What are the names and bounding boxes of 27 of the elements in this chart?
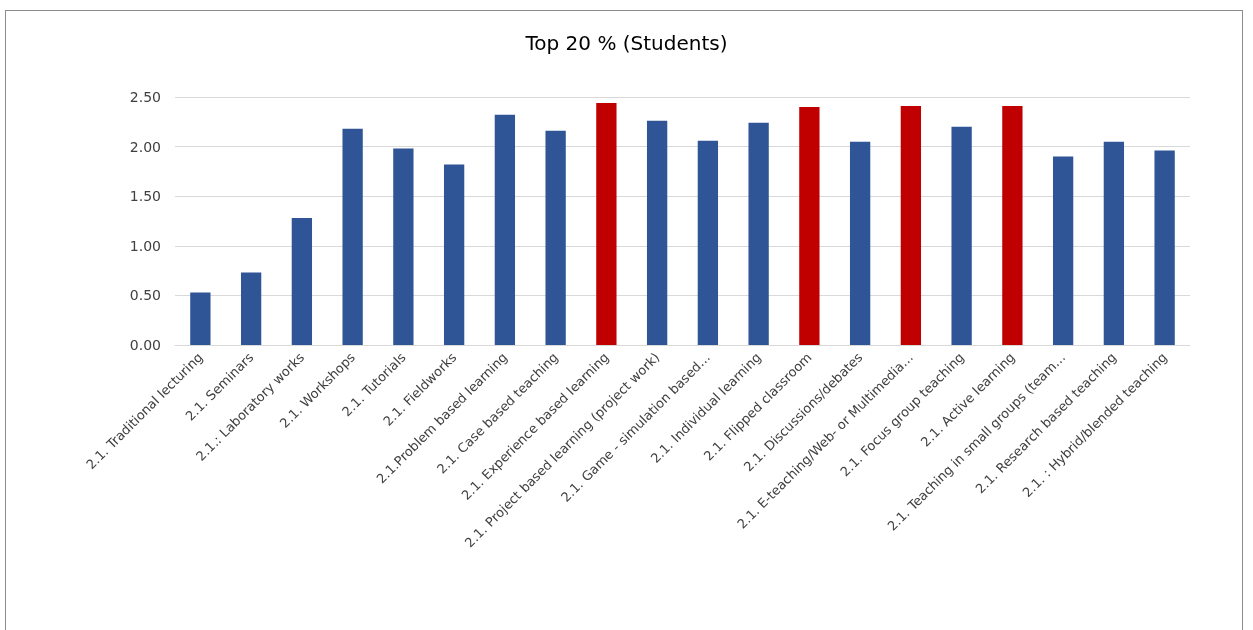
bar	[646, 120, 668, 345]
bar	[545, 130, 566, 345]
bar	[443, 164, 465, 345]
bar	[900, 105, 922, 345]
y-tick-label: 2.50	[129, 89, 161, 105]
y-tick-label: 0.00	[129, 337, 161, 353]
bar	[240, 272, 262, 345]
bar	[291, 218, 313, 345]
bar	[799, 106, 820, 345]
bar	[748, 122, 769, 345]
bar	[393, 148, 414, 345]
y-tick-label: 2.00	[129, 138, 161, 155]
y-tick-label: 1.00	[129, 237, 161, 254]
bar	[1002, 105, 1023, 345]
bar	[494, 114, 516, 345]
bar	[1103, 141, 1125, 345]
y-tick-label: 1.50	[129, 188, 161, 205]
bar	[190, 292, 211, 345]
bar	[342, 128, 363, 345]
bar	[1052, 156, 1074, 345]
bar	[849, 141, 871, 345]
bar	[697, 140, 719, 345]
bar	[596, 102, 617, 345]
bar	[1154, 150, 1175, 345]
y-tick-label: 0.50	[129, 287, 161, 304]
chart-title: Top 20 % (Students)	[524, 31, 728, 55]
bar	[951, 126, 972, 345]
